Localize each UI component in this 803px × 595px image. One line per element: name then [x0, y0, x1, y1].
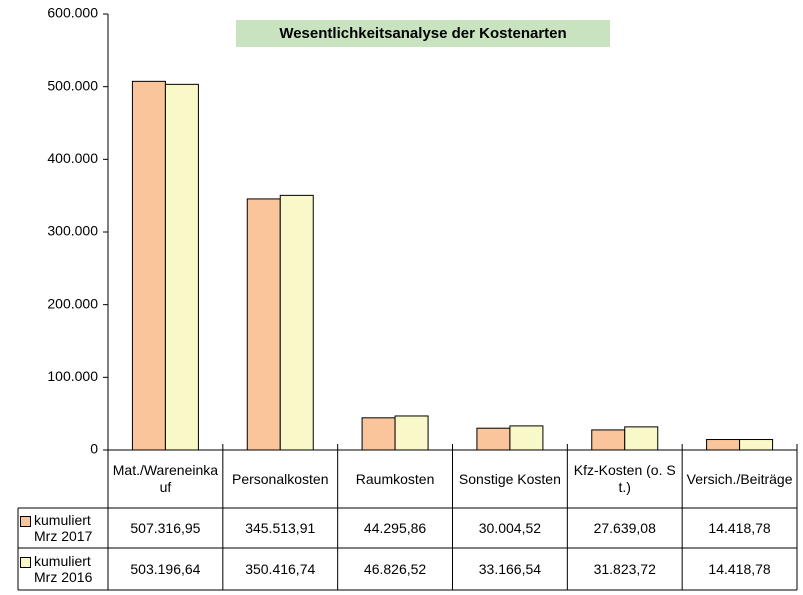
- y-tick-label: 100.000: [47, 368, 98, 384]
- y-tick-label: 600.000: [47, 5, 98, 21]
- legend-label-box: kumuliert Mrz 2017: [20, 508, 106, 548]
- y-tick-label: 500.000: [47, 77, 98, 93]
- title-box: [236, 20, 610, 47]
- y-tick-label: 200.000: [47, 295, 98, 311]
- data-label-box: 46.826,52: [338, 548, 453, 590]
- legend-label-box: kumuliert Mrz 2016: [20, 548, 106, 590]
- x-tick-label: Kfz-Kosten (o. St.): [567, 450, 682, 508]
- x-tick-label-box: Personalkosten: [223, 450, 338, 508]
- data-label-text: 350.416,74: [245, 560, 316, 577]
- data-label-box: 31.823,72: [567, 548, 682, 590]
- x-tick-label: Personalkosten: [223, 450, 338, 508]
- data-label-text: 46.826,52: [363, 560, 427, 577]
- bar: [624, 426, 659, 451]
- data-label-text: 33.166,54: [478, 560, 542, 577]
- data-label: 14.418,78: [682, 508, 797, 548]
- x-tick-label-box: Sonstige Kosten: [453, 450, 568, 508]
- bar: [739, 439, 774, 451]
- bar: [591, 429, 626, 451]
- data-label: 345.513,91: [223, 508, 338, 548]
- legend-label-text: kumuliert Mrz 2016: [34, 553, 93, 585]
- data-label-text: 14.418,78: [708, 519, 771, 536]
- data-label-box: 503.196,64: [108, 548, 223, 590]
- legend-label: kumuliert Mrz 2017: [20, 508, 106, 548]
- data-label-text: 503.196,64: [130, 560, 201, 577]
- x-tick-label: Raumkosten: [338, 450, 453, 508]
- y-tick-label: 300.000: [47, 223, 98, 239]
- legend-swatch: [20, 515, 31, 527]
- x-tick-label: Sonstige Kosten: [453, 450, 568, 508]
- x-tick-label-text: Kfz-Kosten (o. St.): [573, 462, 676, 495]
- data-label: 14.418,78: [682, 548, 797, 590]
- data-label: 33.166,54: [453, 548, 568, 590]
- bar: [476, 427, 511, 451]
- bar: [361, 417, 396, 451]
- y-tick-label: 0: [90, 441, 98, 457]
- bar: [394, 415, 429, 451]
- data-label-box: 507.316,95: [108, 508, 223, 548]
- data-label: 507.316,95: [108, 508, 223, 548]
- data-label: 31.823,72: [567, 548, 682, 590]
- x-tick-label-box: Kfz-Kosten (o. St.): [567, 450, 682, 508]
- data-label: 30.004,52: [453, 508, 568, 548]
- bar: [246, 198, 281, 451]
- bar: [706, 439, 741, 451]
- x-tick-label-text: Mat./Wareneinkauf: [112, 462, 219, 495]
- data-label-text: 345.513,91: [245, 519, 316, 536]
- data-label-box: 345.513,91: [223, 508, 338, 548]
- data-label-text: 44.295,86: [363, 519, 427, 536]
- y-tick-label: 400.000: [47, 150, 98, 166]
- data-label-box: 44.295,86: [338, 508, 453, 548]
- x-tick-label-text: Sonstige Kosten: [458, 470, 561, 487]
- chart-title: Wesentlichkeitsanalyse der Kostenarten: [279, 25, 566, 42]
- data-label-text: 507.316,95: [130, 519, 201, 536]
- x-tick-label-text: Personalkosten: [231, 470, 329, 487]
- bar: [509, 425, 544, 451]
- data-label-box: 30.004,52: [453, 508, 568, 548]
- data-label-box: 14.418,78: [682, 548, 797, 590]
- data-label: 27.639,08: [567, 508, 682, 548]
- data-label-text: 14.418,78: [708, 560, 771, 577]
- x-tick-label-box: Mat./Wareneinkauf: [108, 450, 223, 508]
- data-label-box: 33.166,54: [453, 548, 568, 590]
- data-label-box: 14.418,78: [682, 508, 797, 548]
- x-tick-label-text: Raumkosten: [355, 470, 435, 487]
- x-tick-label: Mat./Wareneinkauf: [108, 450, 223, 508]
- data-label-text: 30.004,52: [478, 519, 542, 536]
- legend-label-text: kumuliert Mrz 2017: [34, 512, 93, 544]
- data-label-text: 27.639,08: [593, 519, 656, 536]
- x-tick-label-box: Versich./Beiträge: [682, 450, 797, 508]
- data-label: 46.826,52: [338, 548, 453, 590]
- data-label-box: 27.639,08: [567, 508, 682, 548]
- data-label: 44.295,86: [338, 508, 453, 548]
- data-label: 503.196,64: [108, 548, 223, 590]
- bar: [279, 194, 314, 451]
- data-label: 350.416,74: [223, 548, 338, 590]
- bar: [164, 83, 199, 451]
- legend-label: kumuliert Mrz 2016: [20, 548, 106, 590]
- x-tick-label-box: Raumkosten: [338, 450, 453, 508]
- x-tick-label: Versich./Beiträge: [682, 450, 797, 508]
- bar: [131, 80, 166, 451]
- data-label-box: 350.416,74: [223, 548, 338, 590]
- x-tick-label-text: Versich./Beiträge: [686, 470, 793, 487]
- data-label-text: 31.823,72: [593, 560, 656, 577]
- legend-swatch: [20, 556, 31, 568]
